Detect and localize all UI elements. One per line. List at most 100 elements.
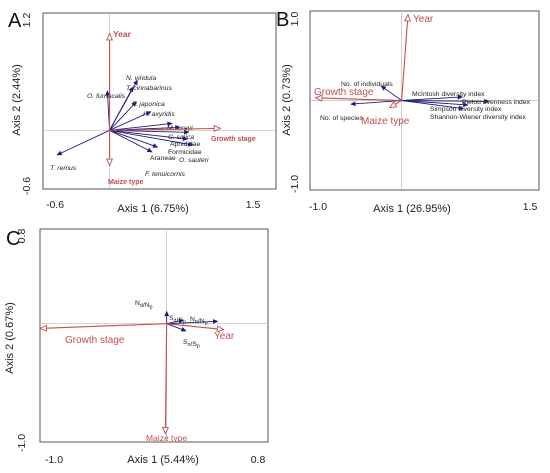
species-label: Araneae [150, 155, 176, 162]
species-arrowhead [56, 150, 63, 156]
species-arrow [109, 123, 172, 131]
environment-arrowhead [388, 101, 398, 109]
species-arrow [57, 129, 110, 156]
species-arrowhead [458, 105, 465, 111]
species-label: Simpson diversity index [430, 106, 502, 113]
environment-arrow [109, 127, 221, 131]
environment-label: Year [113, 29, 132, 39]
environment-label: Growth stage [65, 335, 125, 346]
environment-arrowhead [161, 426, 169, 435]
species-arrow [109, 129, 188, 140]
species-label: O. sauteri [179, 157, 209, 164]
species-label: M. loreyi [167, 125, 193, 132]
species-arrowhead [484, 98, 490, 104]
species-arrowhead [463, 102, 469, 108]
species-label: T. remus [50, 165, 77, 172]
species-label: Sn/Sp [183, 339, 200, 350]
x-tick-label: 1.5 [246, 199, 261, 211]
species-arrowhead [380, 85, 387, 91]
species-label: O. furnacalis [87, 93, 126, 100]
species-arrow [109, 87, 134, 131]
biplot-panel-b: B -1.0 1.5 1.0 -1.0 Axis 1 (26.95%) Axis 2 (0.… [276, 9, 540, 215]
species-label: No. of species [320, 115, 364, 122]
environment-arrowhead [314, 94, 323, 102]
species-label: Shannon-Wiener diversity index [430, 114, 527, 121]
species-arrowhead [175, 125, 181, 131]
environment-arrowhead [216, 325, 225, 333]
species-arrowhead [164, 310, 170, 317]
y-tick-label: -0.6 [21, 177, 33, 195]
species-arrowhead [146, 147, 153, 153]
y-tick-label: 1.2 [21, 13, 33, 28]
species-arrowhead [188, 141, 194, 147]
environment-label: Growth stage [211, 136, 256, 143]
species-label: T. cinnabarinus [126, 85, 172, 92]
environment-arrow [166, 323, 224, 331]
species-label: McIntosh diversity index [412, 91, 485, 98]
species-arrow [401, 100, 468, 106]
species-label: F. tenuicornis [145, 171, 186, 178]
x-tick-label: -1.0 [309, 201, 327, 213]
species-label: N. viridula [126, 75, 156, 82]
species-arrowhead [184, 129, 190, 135]
panel-letter: A [8, 10, 22, 32]
environment-arrow [164, 323, 168, 434]
species-arrowhead [457, 94, 464, 100]
environment-label: Maize type [361, 116, 410, 127]
species-label: Pielou evenness index [462, 99, 531, 106]
biplot-panel-c: C -1.0 0.8 0.8 -1.0 Axis 1 (5.44%) Axis 2 (0.6… [4, 228, 269, 466]
species-label: No. of individuals [341, 81, 393, 88]
plot-frame [42, 12, 277, 190]
environment-label: Maize type [108, 179, 144, 186]
x-tick-label: 1.5 [523, 201, 538, 213]
x-tick-label: 0.8 [251, 454, 266, 466]
y-axis-title: Axis 2 (0.73%) [281, 64, 293, 136]
species-arrow [401, 96, 463, 101]
species-arrow [401, 100, 489, 102]
plot-frame [39, 228, 269, 443]
species-arrowhead [128, 86, 134, 93]
environment-arrowhead [38, 324, 47, 332]
species-arrowhead [212, 319, 219, 324]
species-arrow [166, 320, 218, 325]
species-arrow [109, 101, 137, 131]
species-label: C. sinica [168, 134, 194, 141]
environment-arrowhead [106, 32, 114, 41]
x-axis-title: Axis 1 (6.75%) [117, 203, 189, 215]
species-arrowhead [182, 136, 189, 142]
panel-letter: C [6, 228, 20, 250]
species-label: Nn/Np [190, 316, 208, 327]
species-arrowhead [131, 101, 137, 107]
environment-arrowhead [213, 124, 222, 132]
species-arrow [109, 129, 152, 153]
species-arrow [109, 129, 193, 146]
y-axis-title: Axis 2 (2.44%) [11, 64, 23, 136]
species-arrowhead [105, 90, 111, 96]
y-tick-label: -1.0 [16, 434, 28, 452]
environment-arrowhead [403, 13, 412, 22]
environment-label: Maize type [146, 433, 187, 443]
species-arrow [109, 129, 189, 133]
species-arrowhead [167, 121, 173, 127]
panel-letter: B [276, 9, 289, 31]
species-arrowhead [152, 143, 159, 148]
environment-arrow [315, 97, 402, 102]
biplot-panel-a: A -0.6 1.5 1.2 -0.6 Axis 1 (6.75%) Axis 2 (2.4… [8, 10, 277, 215]
x-tick-label: -0.6 [46, 199, 64, 211]
x-axis-title: Axis 1 (26.95%) [373, 203, 451, 215]
y-tick-label: -1.0 [289, 175, 301, 193]
species-label: Nd/Np [135, 300, 153, 311]
species-arrow [401, 100, 464, 110]
y-axis-title: Axis 2 (0.67%) [4, 302, 16, 374]
species-arrow [351, 100, 402, 105]
environment-label: Growth stage [314, 87, 374, 98]
x-axis-title: Axis 1 (5.44%) [127, 454, 199, 466]
x-tick-label: -1.0 [45, 454, 63, 466]
species-label: Aphididae [170, 141, 200, 148]
species-arrow [109, 129, 158, 148]
species-arrowhead [350, 101, 356, 107]
species-arrowhead [133, 79, 138, 86]
y-tick-label: 0.8 [16, 229, 28, 244]
species-arrowhead [180, 326, 187, 332]
